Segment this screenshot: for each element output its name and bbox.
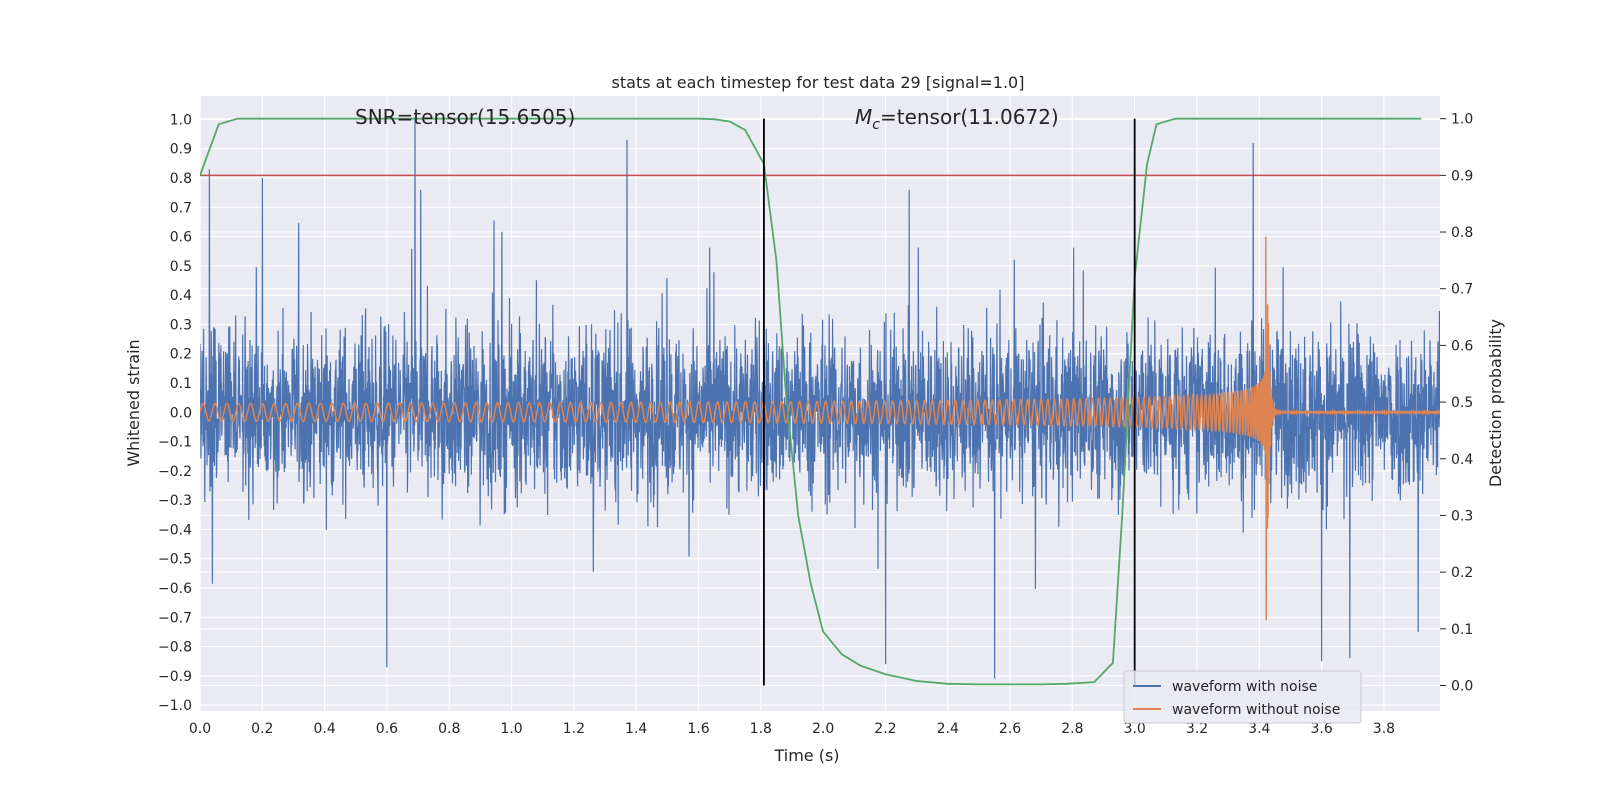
left-y-tick-label: −0.4 (158, 522, 192, 538)
chirp-mass-symbol: M (855, 105, 872, 129)
x-tick-label: 0.8 (438, 721, 460, 737)
right-y-axis-ticks: 1.0 0.9 0.8 0.7 0.6 0.5 0.4 0.3 0.2 0.1 0.0 (1440, 112, 1473, 694)
left-y-tick-label: 1.0 (170, 112, 192, 128)
right-y-tick-label: 0.4 (1451, 452, 1473, 468)
left-y-tick-label: 0.8 (170, 171, 192, 187)
x-tick-label: 1.4 (625, 721, 647, 737)
x-tick-label: 1.6 (687, 721, 709, 737)
left-y-tick-label: −0.6 (158, 581, 192, 597)
left-y-tick-label: −0.5 (158, 552, 192, 568)
x-axis-ticks: 0.0 0.2 0.4 0.6 0.8 1.0 1.2 1.4 1.6 1.8 2.0 2.2 2.4 2… (189, 721, 1395, 737)
x-tick-label: 2.4 (937, 721, 959, 737)
left-y-tick-label: 0.9 (170, 142, 192, 158)
left-y-tick-label: −0.1 (158, 435, 192, 451)
left-y-tick-label: 0.6 (170, 230, 192, 246)
left-y-tick-label: −0.8 (158, 640, 192, 656)
left-y-tick-label: −0.2 (158, 464, 192, 480)
left-y-tick-label: 0.1 (170, 376, 192, 392)
chirp-mass-subscript: c (872, 117, 880, 133)
right-y-tick-label: 0.2 (1451, 565, 1473, 581)
left-y-tick-label: 0.3 (170, 317, 192, 333)
x-tick-label: 3.4 (1248, 721, 1270, 737)
right-y-tick-label: 1.0 (1451, 112, 1473, 128)
x-tick-label: 2.2 (874, 721, 896, 737)
x-tick-label: 3.8 (1373, 721, 1395, 737)
left-y-tick-label: −0.7 (158, 610, 192, 626)
right-y-tick-label: 0.3 (1451, 508, 1473, 524)
x-tick-label: 1.2 (563, 721, 585, 737)
x-tick-label: 0.6 (376, 721, 398, 737)
chirp-mass-annotation: Mc=tensor(11.0672) (855, 105, 1059, 133)
x-tick-label: 2.6 (999, 721, 1021, 737)
x-tick-label: 3.2 (1186, 721, 1208, 737)
clean-waveform-line (200, 236, 1440, 621)
right-y-tick-label: 0.5 (1451, 395, 1473, 411)
left-y-axis-label: Whitened strain (124, 339, 143, 466)
left-y-tick-label: 0.2 (170, 347, 192, 363)
right-y-tick-label: 0.9 (1451, 168, 1473, 184)
right-y-tick-label: 0.6 (1451, 338, 1473, 354)
x-tick-label: 2.0 (812, 721, 834, 737)
x-tick-label: 3.0 (1124, 721, 1146, 737)
chart-title: stats at each timestep for test data 29 … (612, 73, 1025, 92)
snr-annotation: SNR=tensor(15.6505) (355, 105, 575, 129)
legend-label-clean: waveform without noise (1172, 702, 1340, 718)
right-y-tick-label: 0.1 (1451, 622, 1473, 638)
legend-label-noise: waveform with noise (1172, 679, 1317, 695)
x-tick-label: 2.8 (1061, 721, 1083, 737)
x-tick-label: 0.4 (313, 721, 335, 737)
left-y-tick-label: −0.9 (158, 669, 192, 685)
left-y-tick-label: 0.0 (170, 405, 192, 421)
x-tick-label: 3.6 (1310, 721, 1332, 737)
right-y-tick-label: 0.8 (1451, 225, 1473, 241)
x-tick-label: 0.2 (251, 721, 273, 737)
x-tick-label: 0.0 (189, 721, 211, 737)
left-y-tick-label: 0.7 (170, 200, 192, 216)
chirp-mass-value: =tensor(11.0672) (880, 105, 1059, 129)
left-y-tick-label: 0.4 (170, 288, 192, 304)
right-y-tick-label: 0.0 (1451, 678, 1473, 694)
left-y-axis-ticks: 1.0 0.9 0.8 0.7 0.6 0.5 0.4 0.3 0.2 0.1 0.0 −0.1 −0.… (158, 112, 192, 714)
data-layer (200, 117, 1440, 686)
left-y-tick-label: −0.3 (158, 493, 192, 509)
event-boundary-lines (763, 118, 1136, 686)
right-y-tick-label: 0.7 (1451, 282, 1473, 298)
x-tick-label: 1.0 (500, 721, 522, 737)
left-y-tick-label: 0.5 (170, 259, 192, 275)
detection-probability-line (200, 117, 1422, 686)
left-y-tick-label: −1.0 (158, 698, 192, 714)
legend-box (1123, 670, 1362, 724)
legend: waveform with noise waveform without noi… (1123, 670, 1362, 724)
x-tick-label: 1.8 (750, 721, 772, 737)
x-axis-label: Time (s) (773, 746, 839, 765)
right-y-axis-label: Detection probability (1486, 319, 1505, 487)
